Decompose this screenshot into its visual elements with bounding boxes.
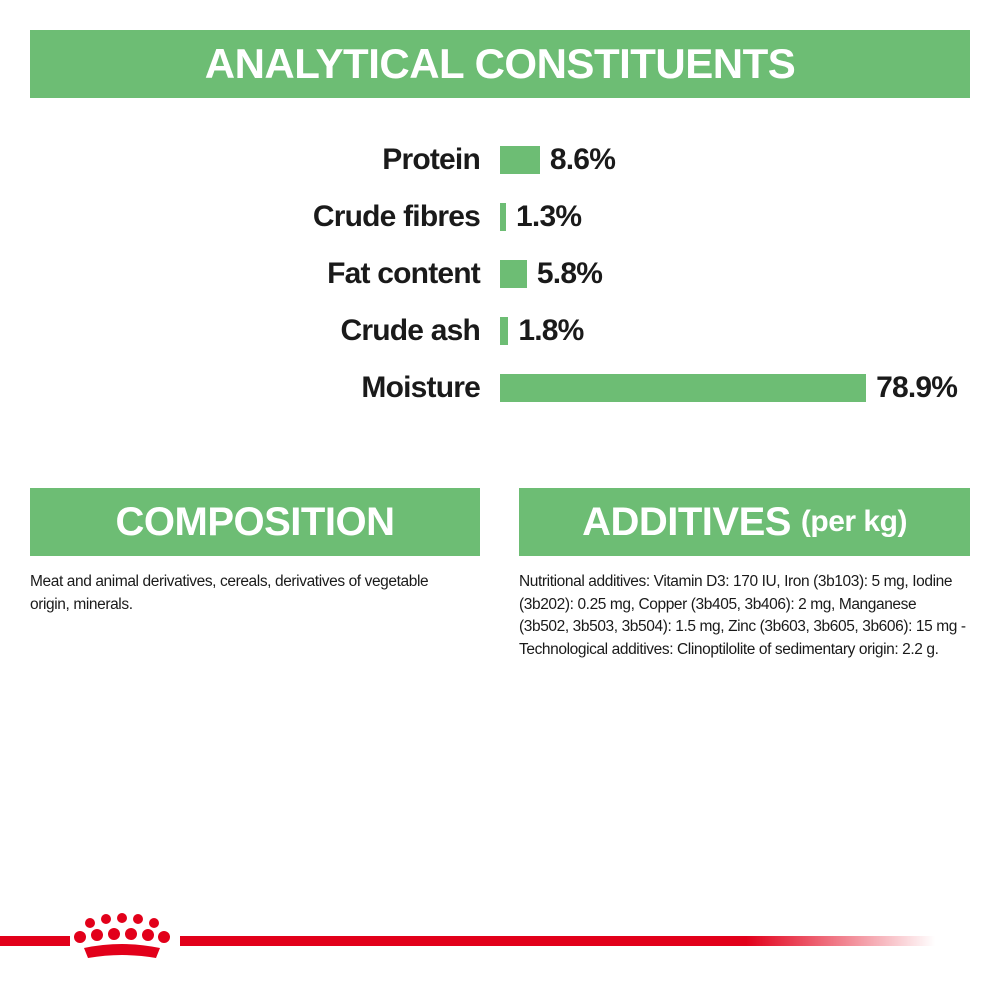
chart-title: ANALYTICAL CONSTITUENTS: [30, 30, 970, 98]
data-label: 5.8%: [536, 257, 603, 290]
section-subtitle: (per kg): [800, 505, 908, 538]
section-title: COMPOSITION: [30, 488, 480, 556]
data-label: 1.8%: [518, 314, 584, 347]
category-label: Crude ash: [340, 314, 480, 347]
bar: [500, 260, 527, 288]
composition-text: Meat and animal derivatives, cereals, de…: [30, 573, 429, 613]
section-title-text: ADDITIVES: [582, 499, 791, 544]
brand-logo: [0, 913, 935, 958]
additives-text: Nutritional additives: Vitamin D3: 170 I…: [519, 573, 966, 658]
brand-line: [180, 936, 935, 946]
section-title: ADDITIVES (per kg): [519, 488, 970, 556]
category-label: Fat content: [327, 257, 481, 290]
data-label: 1.3%: [516, 200, 582, 233]
bar: [500, 374, 867, 402]
bar: [500, 203, 507, 231]
crown: [74, 913, 170, 958]
category-label: Moisture: [361, 371, 480, 404]
brand-line: [0, 936, 70, 946]
data-label: 78.9%: [876, 371, 958, 404]
data-label: 8.6%: [549, 143, 616, 176]
bar: [500, 146, 540, 174]
bar: [500, 317, 509, 345]
category-label: Crude fibres: [312, 200, 481, 233]
category-label: Protein: [382, 143, 481, 176]
